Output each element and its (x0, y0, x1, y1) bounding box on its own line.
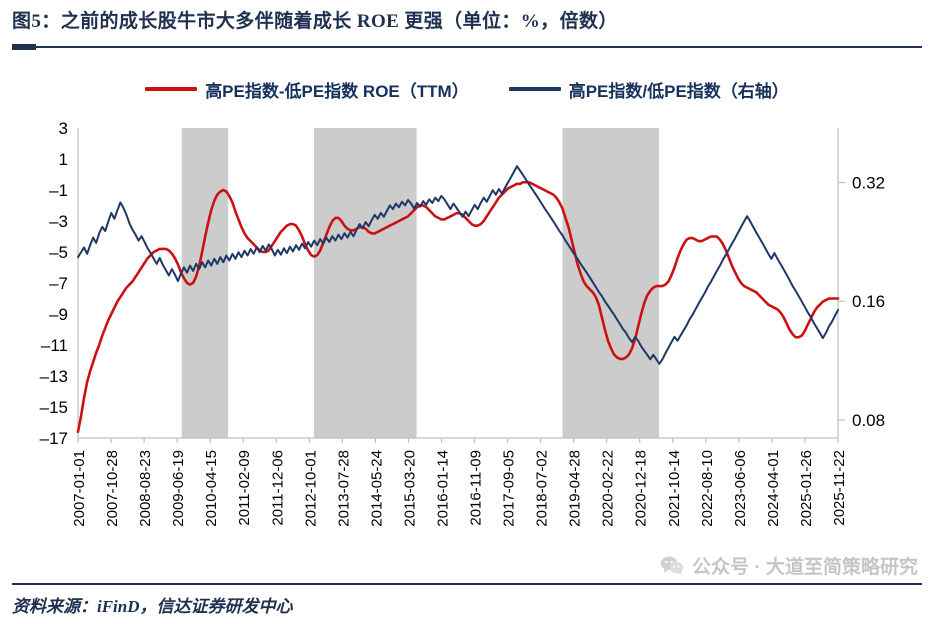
x-tick-label-5: 2011-02-09 (236, 450, 253, 526)
x-tick-label-16: 2020-02-22 (600, 450, 617, 527)
x-tick-label-15: 2019-04-28 (567, 450, 584, 527)
x-tick-label-23: 2025-11-22 (831, 450, 848, 526)
right-tick-label-1: 0.16 (852, 292, 885, 311)
legend-label-0: 高PE指数-低PE指数 ROE（TTM） (205, 81, 469, 101)
left-tick-label-8: –13 (40, 367, 68, 386)
x-tick-label-7: 2012-10-01 (302, 450, 319, 527)
right-tick-label-2: 0.08 (852, 411, 885, 430)
left-tick-label-3: –3 (49, 212, 68, 231)
series-line-navy (77, 165, 839, 365)
left-tick-label-10: –17 (40, 429, 68, 448)
plot-area: 3 1 –1 –3 –5 –7 –9 –11 –13 –15 –17 0.32 0.16 0.08 2007… (0, 110, 934, 570)
footer-source: 资料来源：iFinD，信达证券研发中心 (12, 597, 293, 616)
x-tick-label-11: 2016-01-14 (434, 450, 451, 527)
x-tick-label-9: 2014-05-24 (368, 450, 385, 527)
series-line-red (76, 180, 840, 434)
left-tick-label-2: –1 (49, 181, 68, 200)
footer-divider (12, 583, 922, 585)
x-tick-label-10: 2015-03-20 (401, 450, 418, 527)
x-tick-label-0: 2007-01-01 (71, 450, 88, 527)
legend-swatch-1 (508, 87, 561, 91)
right-tick-label-0: 0.32 (852, 174, 885, 193)
x-tick-label-19: 2022-08-10 (699, 450, 716, 527)
left-tick-label-1: 1 (59, 150, 68, 169)
x-tick-label-2: 2008-08-23 (137, 450, 154, 527)
x-tick-label-22: 2025-01-26 (798, 450, 815, 527)
x-tick-label-14: 2018-07-02 (534, 450, 551, 527)
x-tick-label-4: 2010-04-15 (203, 450, 220, 527)
figure-title: 图5：之前的成长股牛市大多伴随着成长 ROE 更强（单位：%，倍数） (12, 11, 618, 32)
legend-swatch-0 (145, 87, 198, 91)
legend-item-0[interactable]: 高PE指数-低PE指数 ROE（TTM） (145, 77, 469, 102)
x-tick-label-12: 2016-11-09 (468, 450, 485, 526)
left-tick-label-7: –11 (41, 336, 68, 355)
x-tick-label-6: 2011-12-06 (269, 450, 286, 526)
title-divider-accent (12, 44, 36, 50)
left-tick-label-9: –15 (40, 398, 68, 417)
chart-svg: 3 1 –1 –3 –5 –7 –9 –11 –13 –15 –17 0.32 0.16 0.08 2007… (40, 119, 885, 527)
shaded-band-2 (562, 128, 660, 438)
left-tick-label-0: 3 (59, 119, 68, 138)
chart-legend: 高PE指数-低PE指数 ROE（TTM） 高PE指数/低PE指数（右轴） (0, 72, 934, 106)
shaded-band-1 (313, 128, 417, 438)
x-tick-label-8: 2013-07-28 (335, 450, 352, 527)
x-tick-label-17: 2020-12-18 (633, 450, 650, 527)
left-tick-label-6: –9 (49, 305, 68, 324)
title-divider (12, 46, 922, 48)
x-tick-label-3: 2009-06-19 (170, 450, 187, 527)
x-tick-label-20: 2023-06-06 (732, 450, 749, 527)
x-tick-label-21: 2024-04-01 (765, 450, 782, 527)
left-tick-label-4: –5 (49, 243, 68, 262)
left-tick-label-5: –7 (49, 274, 68, 293)
legend-label-1: 高PE指数/低PE指数（右轴） (568, 81, 789, 101)
legend-item-1[interactable]: 高PE指数/低PE指数（右轴） (508, 77, 789, 102)
x-tick-label-13: 2017-09-05 (501, 450, 518, 527)
x-tick-label-18: 2021-10-14 (666, 450, 683, 527)
x-tick-label-1: 2007-10-28 (104, 450, 121, 527)
